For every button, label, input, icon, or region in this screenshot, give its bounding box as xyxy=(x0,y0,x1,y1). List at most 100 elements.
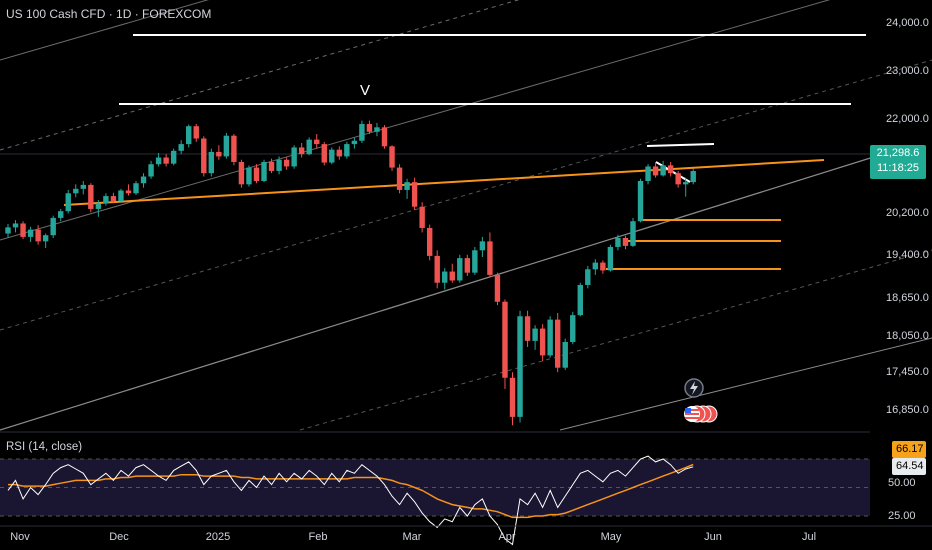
candle xyxy=(683,177,689,197)
candle xyxy=(58,208,64,222)
candle-body xyxy=(231,135,237,162)
candle-body xyxy=(118,190,124,202)
candle-body xyxy=(570,315,576,342)
candle-body xyxy=(562,341,568,368)
candle xyxy=(336,146,343,160)
candle-body xyxy=(404,182,410,190)
symbol-title[interactable]: US 100 Cash CFD · 1D · FOREXCOM xyxy=(6,7,212,21)
last-price-badge: 21,298.6 11:18:25 xyxy=(870,145,926,179)
candle-body xyxy=(524,316,531,341)
candle xyxy=(5,224,11,239)
candle xyxy=(291,145,297,169)
us-flag-event-icon[interactable] xyxy=(684,405,718,423)
candle-body xyxy=(351,140,358,145)
channel-line-4 xyxy=(559,337,932,431)
time-tick-label: Jun xyxy=(704,531,722,543)
last-price: 21,298.6 xyxy=(876,147,920,159)
candle xyxy=(366,120,373,135)
candle xyxy=(524,310,531,348)
candle xyxy=(261,159,267,183)
candle-body xyxy=(509,377,516,417)
candle-body xyxy=(577,284,583,316)
candlestick-series xyxy=(5,120,696,426)
channel-line-3 xyxy=(0,154,881,431)
candle-body xyxy=(58,211,64,218)
candle-body xyxy=(155,157,162,165)
candle-body xyxy=(652,166,659,176)
candle-body xyxy=(690,171,696,183)
candle-body xyxy=(457,258,463,281)
candle xyxy=(321,141,327,166)
drawing-annotations xyxy=(63,34,866,270)
candle-body xyxy=(12,223,19,228)
candle xyxy=(622,235,629,250)
candle xyxy=(27,226,34,242)
candle xyxy=(449,263,455,283)
candle-body xyxy=(434,255,440,283)
candle-body xyxy=(268,161,275,171)
candle-body xyxy=(502,301,508,378)
candle xyxy=(404,178,410,199)
candle xyxy=(562,338,568,370)
candle xyxy=(592,259,599,275)
candle xyxy=(479,236,486,258)
candle xyxy=(133,180,139,195)
axes: 24,000.0 23,000.0 22,000.0 20,200.0 19,400.0… xyxy=(0,17,932,543)
candle-body xyxy=(336,149,343,157)
candle-body xyxy=(170,150,177,164)
candle-body xyxy=(125,190,132,194)
candle-body xyxy=(223,135,230,157)
candle xyxy=(163,154,169,167)
candle xyxy=(502,299,508,389)
candle xyxy=(306,137,312,156)
candle-body xyxy=(306,139,312,155)
price-tick-label: 18,650.0 xyxy=(886,292,929,304)
candle-body xyxy=(329,149,335,163)
candle-body xyxy=(261,161,267,181)
candle-body xyxy=(517,316,523,417)
candle xyxy=(667,161,674,177)
candle xyxy=(80,180,86,195)
rsi-indicator-title[interactable]: RSI (14, close) xyxy=(6,441,83,453)
price-tick-label: 16,850.0 xyxy=(886,404,929,416)
candle xyxy=(223,132,230,159)
candle xyxy=(442,268,448,290)
candle xyxy=(88,183,94,213)
candle xyxy=(314,134,320,149)
candle-body xyxy=(381,127,388,147)
candle xyxy=(231,134,237,166)
candle-body xyxy=(5,227,11,234)
candle-body xyxy=(73,188,79,194)
candle-body xyxy=(660,165,666,176)
candle xyxy=(253,164,260,184)
candle xyxy=(216,145,222,160)
candle xyxy=(419,202,425,233)
candle xyxy=(148,160,154,179)
time-tick-label: Jul xyxy=(802,531,816,543)
candle-body xyxy=(359,123,365,141)
candle xyxy=(411,177,418,211)
candle xyxy=(517,310,523,423)
candle-body xyxy=(103,196,109,204)
candle xyxy=(652,161,659,178)
time-tick-label: Feb xyxy=(309,531,328,543)
candle-body xyxy=(208,151,215,174)
candle-body xyxy=(133,183,139,194)
candle xyxy=(494,272,501,306)
candle-body xyxy=(283,159,290,167)
candle xyxy=(600,260,606,274)
lightning-icon[interactable] xyxy=(684,378,704,398)
candle xyxy=(487,232,493,278)
candle-body xyxy=(95,203,102,209)
candle-body xyxy=(411,182,418,207)
candle xyxy=(554,312,561,373)
candle-body xyxy=(532,328,538,341)
candle xyxy=(103,193,109,206)
candle xyxy=(268,158,275,174)
candle xyxy=(110,192,117,204)
candle-body xyxy=(487,241,493,275)
candle xyxy=(125,184,132,196)
candle-body xyxy=(389,146,395,168)
candle xyxy=(50,215,56,239)
